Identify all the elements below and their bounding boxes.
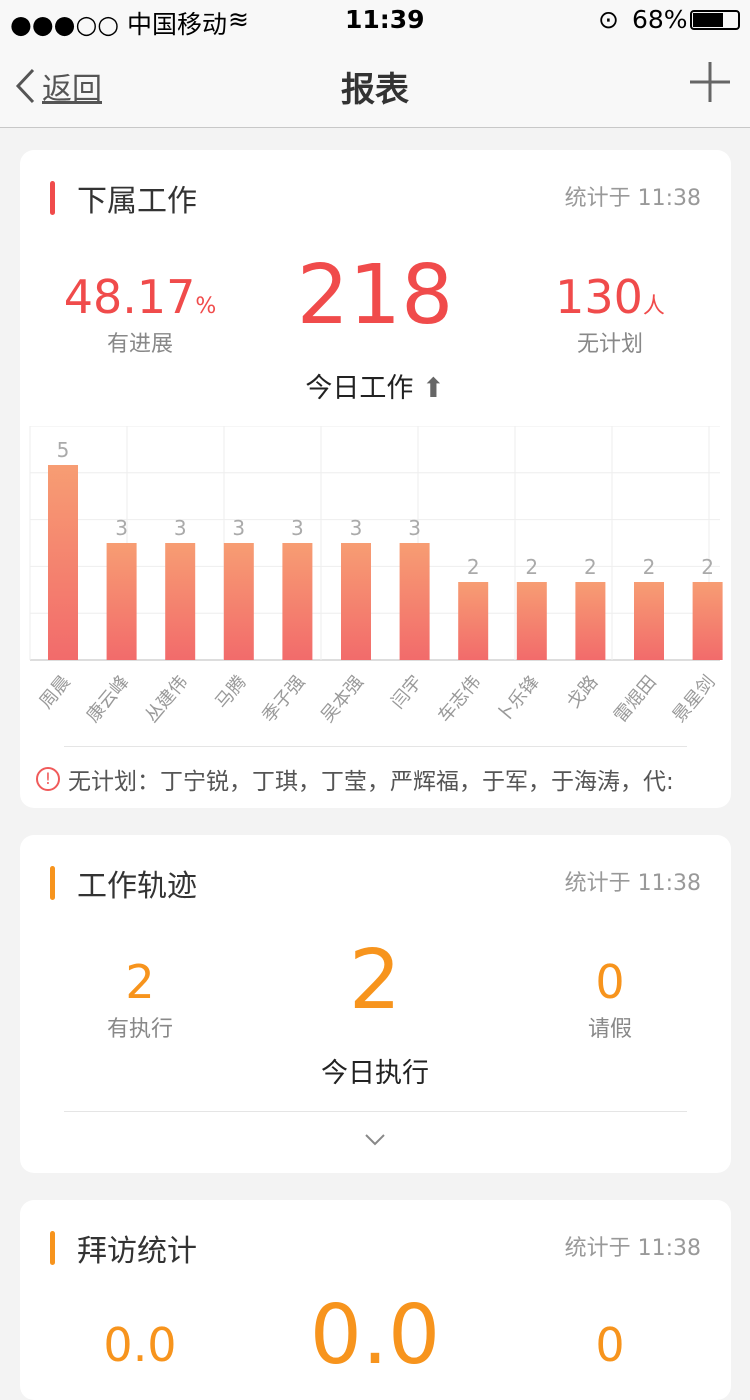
progress-stat: 48.17% 有进展 (40, 270, 240, 358)
progress-label: 有进展 (106, 332, 173, 357)
progress-value: 48.17 (63, 270, 196, 324)
x-tick-label: 季子强 (258, 672, 309, 727)
stat-time: 统计于 11:38 (564, 1236, 701, 1261)
back-button[interactable]: 返回 (14, 64, 102, 108)
today-work-label[interactable]: 今日工作 ⬆ (225, 366, 525, 405)
noplan-unit: 人 (642, 294, 665, 319)
back-label: 返回 (42, 72, 102, 107)
bar (341, 543, 371, 660)
bar-value-label: 3 (174, 516, 187, 540)
exec-label: 有执行 (106, 1017, 173, 1042)
track-card[interactable]: 工作轨迹 统计于 11:38 2 有执行 2 今日执行 0 请假 (20, 835, 731, 1173)
divider (64, 746, 687, 747)
bar (575, 582, 606, 660)
bar-value-label: 3 (232, 516, 245, 540)
bar (458, 582, 489, 660)
visit-center-value: 0.0 (309, 1288, 441, 1383)
battery-icon (690, 10, 740, 30)
rotation-lock-icon: ⊙ (598, 5, 619, 34)
x-tick-label: 吴本强 (317, 672, 368, 727)
x-tick-label: 雷焜田 (610, 672, 661, 727)
orange-indicator (50, 866, 55, 900)
work-card[interactable]: 下属工作 统计于 11:38 48.17% 有进展 218 今日工作 ⬆ 130… (20, 150, 731, 808)
progress-unit: % (195, 294, 217, 319)
carrier: ●●●○○ 中国移动 (10, 10, 228, 39)
today-work-text: 今日工作 (305, 373, 414, 404)
noplan-names: 无计划：丁宁锐，丁琪，丁莹，严辉福，于军，于海涛，代: (68, 769, 674, 795)
sort-up-icon: ⬆ (421, 373, 445, 404)
bar (516, 582, 547, 660)
bar (282, 543, 313, 660)
bar (165, 543, 196, 660)
work-bar-chart[interactable]: 5 周晨 3 康云峰 3 丛建伟 3 马腾 3 季子强 3 吴本强 3 闫宇 2 车志伟 2 卜乐锋 2 戈路 2 雷焜田… (20, 426, 731, 746)
add-button[interactable] (690, 62, 730, 102)
x-tick-label: 周晨 (36, 672, 75, 713)
bar-value-label: 2 (701, 555, 714, 579)
bar-value-label: 2 (467, 555, 480, 579)
x-tick-label: 景星剑 (669, 672, 720, 727)
stat-time: 统计于 11:38 (564, 871, 701, 896)
bar (399, 543, 430, 660)
exec-value: 2 (125, 955, 155, 1009)
bar (223, 543, 254, 660)
noplan-stat: 130人 无计划 (510, 270, 710, 358)
battery-percent: 68% (632, 5, 688, 34)
status-bar: ●●●○○ 中国移动 ≋ 11:39 ⊙ 68% (0, 0, 750, 40)
bar-value-label: 3 (350, 516, 363, 540)
card-title: 工作轨迹 (77, 869, 197, 904)
x-tick-label: 戈路 (563, 672, 602, 713)
red-indicator (50, 181, 55, 215)
wifi-icon: ≋ (228, 5, 249, 34)
card-title: 拜访统计 (77, 1234, 197, 1269)
chevron-left-icon (15, 68, 35, 104)
visit-right-value: 0 (595, 1318, 625, 1372)
leave-value: 0 (595, 955, 625, 1009)
x-tick-label: 康云峰 (83, 672, 134, 727)
orange-indicator (50, 1231, 55, 1265)
x-tick-label: 车志伟 (434, 672, 485, 727)
noplan-label: 无计划 (576, 332, 643, 357)
leave-label: 请假 (587, 1017, 632, 1042)
visit-left-value: 0.0 (103, 1318, 177, 1372)
bar-value-label: 3 (291, 516, 304, 540)
alert-icon: ! (36, 767, 60, 791)
clock: 11:39 (345, 5, 425, 34)
expand-chevron-icon[interactable] (364, 1133, 386, 1147)
noplan-warning[interactable]: ! 无计划：丁宁锐，丁琪，丁莹，严辉福，于军，于海涛，代: (36, 762, 716, 796)
page-title: 报表 (341, 70, 409, 110)
bar-value-label: 3 (408, 516, 421, 540)
nav-bar: 返回 报表 (0, 40, 750, 128)
stat-time: 统计于 11:38 (564, 186, 701, 211)
bar-value-label: 3 (115, 516, 128, 540)
x-tick-label: 闫宇 (387, 672, 426, 713)
bar-value-label: 5 (57, 438, 70, 462)
bar (48, 465, 78, 660)
bar (106, 543, 137, 660)
card-title: 下属工作 (77, 184, 197, 219)
x-tick-label: 丛建伟 (141, 672, 192, 727)
bar-value-label: 2 (525, 555, 538, 579)
visit-card[interactable]: 拜访统计 统计于 11:38 0.0 0.0 0 (20, 1200, 731, 1400)
bar (692, 582, 723, 660)
bar-value-label: 2 (584, 555, 597, 579)
bar (634, 582, 664, 660)
x-tick-label: 马腾 (211, 672, 250, 713)
today-work-value: 218 (296, 248, 454, 343)
noplan-value: 130 (555, 270, 643, 324)
x-tick-label: 卜乐锋 (493, 672, 544, 727)
bar-value-label: 2 (643, 555, 656, 579)
divider (64, 1111, 687, 1112)
today-exec-label: 今日执行 (321, 1058, 429, 1089)
today-exec-value: 2 (348, 933, 402, 1028)
